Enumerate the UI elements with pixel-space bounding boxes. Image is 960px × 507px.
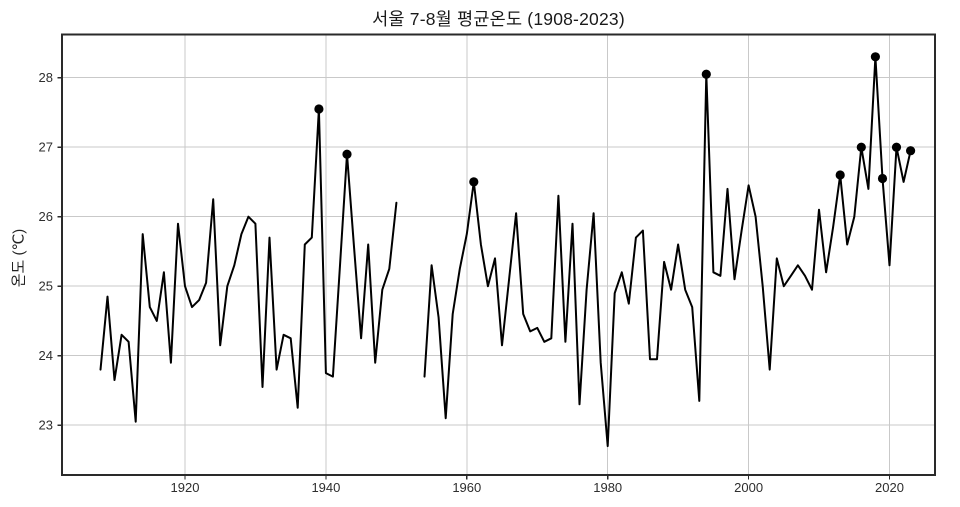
x-tick-label: 2000 <box>734 480 763 495</box>
y-tick-label: 23 <box>39 418 53 433</box>
x-tick-label: 1960 <box>452 480 481 495</box>
highlight-dot <box>891 142 902 152</box>
temperature-line-segment <box>99 108 398 423</box>
highlight-dot <box>870 52 881 62</box>
highlight-dot <box>856 142 866 152</box>
chart-title: 서울 7-8월 평균온도 (1908-2023) <box>372 9 625 29</box>
y-tick-label: 27 <box>39 140 53 155</box>
y-tick-label: 26 <box>39 209 53 224</box>
x-tick-label: 1980 <box>593 480 622 495</box>
y-tick-label: 25 <box>39 279 53 294</box>
highlight-dot <box>906 146 916 156</box>
highlight-dot <box>469 177 479 187</box>
highlight-dot <box>701 69 711 79</box>
highlight-dot <box>877 173 888 184</box>
x-tick-label: 1920 <box>171 480 200 495</box>
highlight-dot <box>835 170 845 180</box>
y-tick-label: 28 <box>39 70 53 85</box>
plot-border <box>61 33 936 476</box>
highlight-dot <box>342 149 352 159</box>
y-tick-label: 24 <box>39 348 53 363</box>
x-tick-label: 2020 <box>875 480 904 495</box>
x-tick-label: 1940 <box>311 480 340 495</box>
temperature-line-segment <box>423 55 912 448</box>
highlight-dot <box>314 104 324 114</box>
